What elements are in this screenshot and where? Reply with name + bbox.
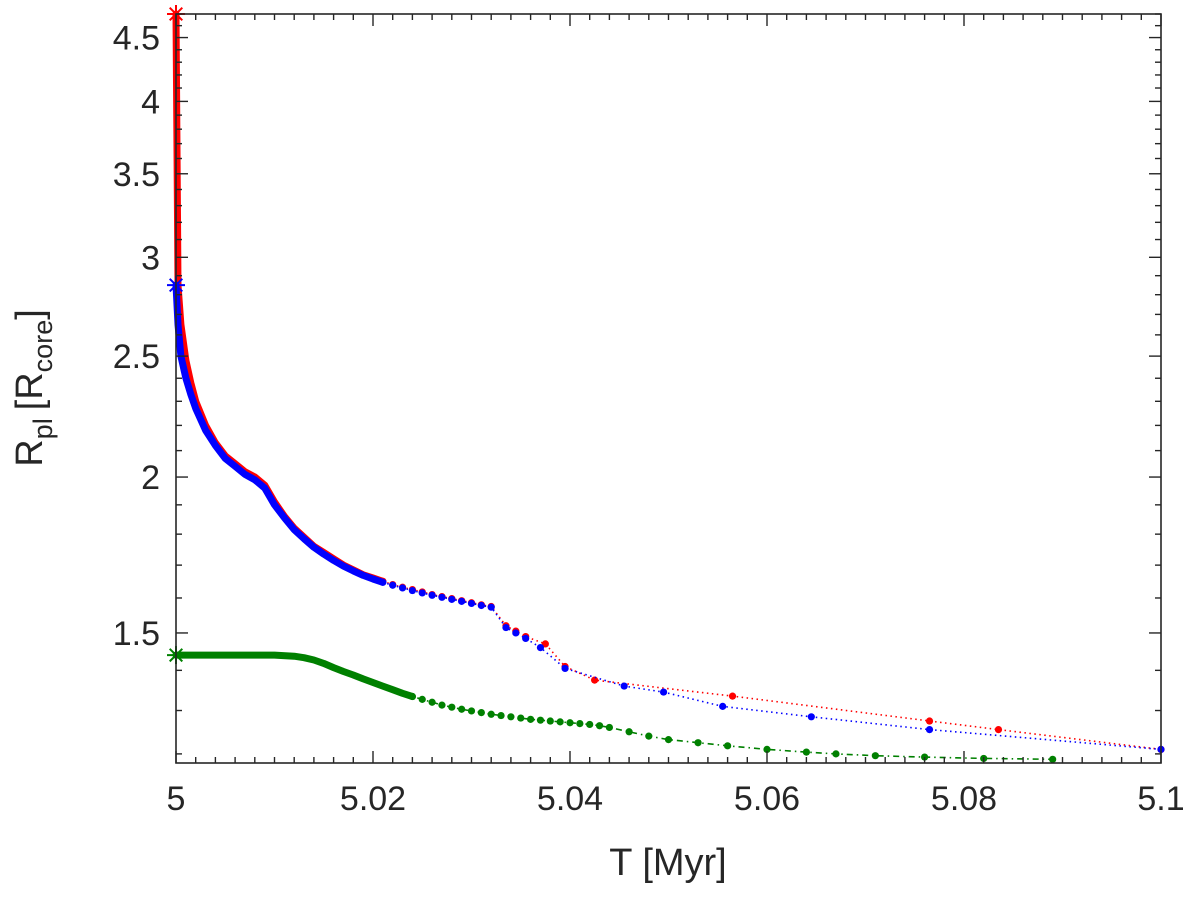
series-blue-point	[536, 644, 545, 652]
series-green-point	[802, 748, 811, 756]
series-green-point	[566, 719, 574, 727]
series-green-point	[448, 703, 456, 711]
series-green-point	[576, 719, 584, 728]
y-tick-label: 4.5	[113, 20, 160, 58]
series-green-point	[497, 711, 505, 720]
series-blue-point	[467, 599, 476, 608]
series-red-point	[925, 717, 934, 725]
series-green-point	[605, 723, 614, 732]
series-red-point	[591, 676, 599, 684]
series-green-point	[724, 742, 732, 750]
series-blue-point	[659, 688, 668, 696]
series-green-point	[1049, 755, 1057, 763]
label-layer: 5 5.02 5.04 5.06 5.08 5.1 1.5 2 2.5 3 3.5 4 4.5	[113, 20, 1185, 818]
y-label-sub-core: core	[28, 320, 58, 373]
plot-frame	[175, 13, 1162, 764]
y-label-sub-pl: pl	[28, 418, 58, 439]
y-label-main: R	[9, 439, 51, 466]
series-green-point	[458, 705, 466, 713]
series-green-point	[527, 715, 535, 723]
x-tick-label: 5.04	[537, 780, 603, 818]
series-green-point	[556, 718, 564, 726]
series-green-line	[402, 692, 1053, 761]
series-green-point	[438, 701, 446, 709]
series-green-point	[517, 714, 525, 722]
series-layer	[167, 5, 1165, 763]
series-red-point	[728, 692, 737, 700]
series-green-point	[664, 736, 673, 744]
series-blue-point	[448, 595, 456, 603]
series-blue-point	[418, 589, 426, 597]
x-tick-label: 5.02	[340, 780, 406, 818]
series-green-point	[418, 695, 426, 703]
y-axis-label: Rpl [Rcore]	[9, 309, 58, 467]
series-green-dense-line	[172, 651, 416, 700]
series-green-point	[487, 710, 495, 718]
y-label-close: ]	[9, 309, 51, 320]
x-tick-label: 5	[167, 780, 186, 818]
svg-text:Rpl[Rcore]: Rpl [Rcore]	[9, 309, 58, 467]
series-green-point	[871, 752, 879, 760]
series-blue-point	[389, 581, 397, 589]
series-green-point	[763, 745, 771, 753]
plot-background	[176, 14, 1161, 763]
series-blue-point	[925, 726, 934, 734]
y-tick-label: 4	[141, 83, 160, 121]
y-tick-label: 2.5	[113, 338, 160, 376]
series-green	[172, 651, 1057, 763]
x-tick-label: 5.06	[734, 780, 800, 818]
series-green-point	[595, 722, 604, 730]
series-blue-point	[522, 634, 530, 643]
series-blue-point	[428, 591, 436, 599]
series-red-point	[541, 640, 549, 648]
series-green-point	[586, 720, 594, 729]
series-blue-point	[458, 597, 466, 605]
series-blue-point	[379, 578, 387, 586]
series-blue	[172, 281, 1165, 753]
y-tick-label: 3	[141, 239, 160, 277]
series-blue-point	[487, 603, 495, 611]
series-red-point	[994, 726, 1003, 734]
series-green-point	[408, 692, 416, 701]
series-green-point	[645, 732, 653, 740]
y-label-open: [R	[9, 372, 51, 410]
y-tick-label: 3.5	[113, 156, 160, 194]
series-green-point	[507, 713, 515, 721]
series-blue-point	[561, 664, 569, 673]
series-blue-point	[438, 593, 446, 601]
series-blue-line	[372, 578, 1162, 751]
series-blue-point	[620, 682, 628, 690]
series-green-point	[546, 717, 554, 725]
series-green-point	[832, 750, 840, 758]
series-blue-point	[719, 702, 727, 710]
series-green-point	[467, 707, 476, 715]
x-axis-label: T [Myr]	[609, 842, 727, 884]
series-green-point	[428, 698, 436, 706]
series-green-point	[625, 728, 633, 736]
x-tick-label: 5.1	[1137, 780, 1184, 818]
series-blue-point	[512, 629, 520, 637]
y-tick-label: 1.5	[113, 615, 160, 653]
series-green-point	[477, 709, 485, 717]
series-blue-point	[408, 586, 416, 595]
x-tick-label: 5.08	[931, 780, 997, 818]
series-blue-dense-line	[172, 281, 387, 586]
series-green-point	[536, 716, 545, 724]
y-tick-label: 2	[141, 459, 160, 497]
series-green-point	[694, 739, 702, 747]
series-blue-point	[502, 623, 510, 632]
series-blue-point	[398, 584, 407, 592]
series-blue-point	[807, 713, 815, 721]
series-blue-point	[477, 601, 485, 610]
